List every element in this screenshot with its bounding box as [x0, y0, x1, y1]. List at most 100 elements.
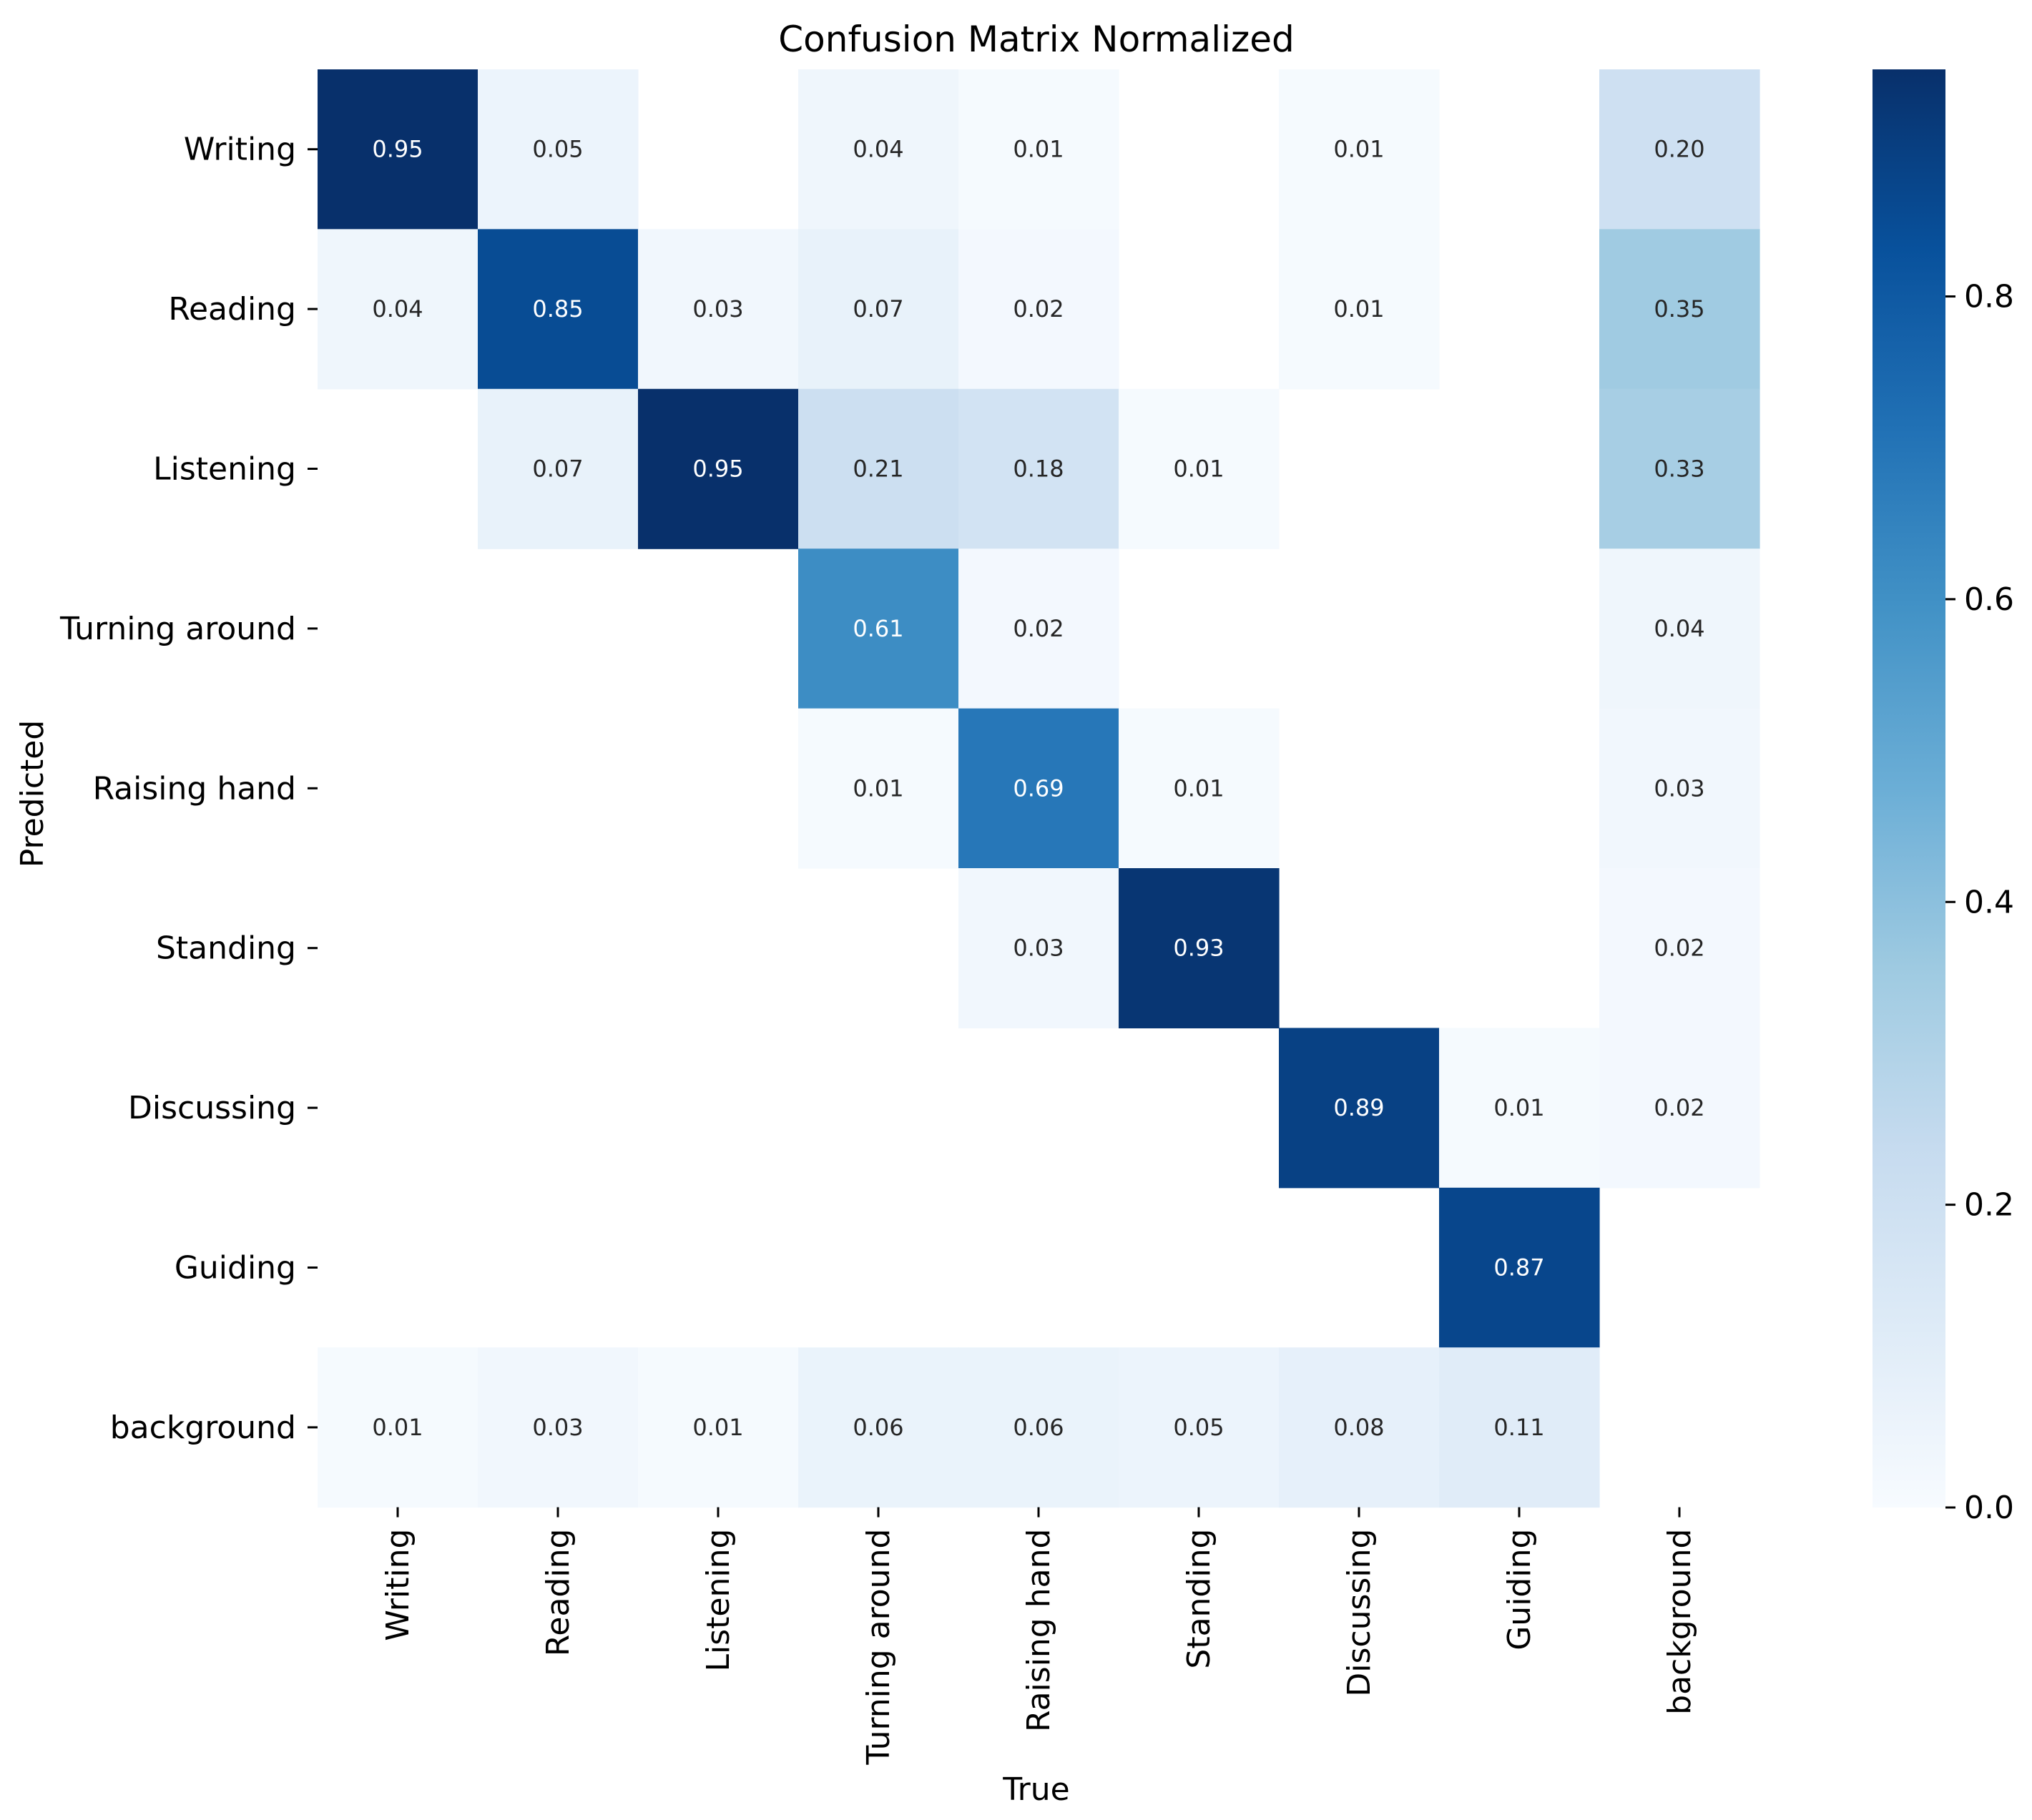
- x-tick-label: Standing: [1181, 1529, 1217, 1669]
- colorbar-ticks: 0.0 0.2 0.4 0.6 0.8: [1945, 279, 2014, 1526]
- y-tick-label: Writing: [184, 132, 296, 168]
- heatmap-cell: [478, 69, 639, 230]
- y-tick-label: background: [110, 1410, 296, 1446]
- heatmap-cell: [958, 388, 1119, 549]
- x-tick-label: Discussing: [1341, 1529, 1378, 1697]
- heatmap-cell-label: 0.95: [372, 136, 423, 163]
- heatmap-cell-label: 0.87: [1493, 1254, 1544, 1282]
- heatmap-cell-label: 0.02: [1013, 615, 1064, 642]
- heatmap-cell-label: 0.04: [1654, 615, 1704, 642]
- heatmap-cell: [638, 229, 799, 390]
- heatmap-cell: [1119, 1347, 1280, 1508]
- heatmap-cell: [318, 69, 478, 230]
- heatmap-cell: [958, 69, 1119, 230]
- heatmap-cell-label: 0.01: [1493, 1094, 1544, 1121]
- x-tick-label: Guiding: [1501, 1529, 1538, 1651]
- heatmap-cell-label: 0.03: [1654, 774, 1704, 802]
- y-axis-ticks: Writing Reading Listening Turning around Rai…: [59, 132, 318, 1446]
- heatmap-cell: [1599, 69, 1760, 230]
- chart-title: Confusion Matrix Normalized: [778, 19, 1294, 60]
- heatmap-cell: [958, 708, 1119, 869]
- colorbar-tick-label: 0.0: [1964, 1490, 2014, 1526]
- heatmap-cell-label: 0.85: [532, 295, 583, 323]
- heatmap-cell: [1119, 388, 1280, 549]
- heatmap-cell-label: 0.01: [1173, 774, 1224, 802]
- y-tick-label: Discussing: [128, 1090, 296, 1126]
- heatmap-cell: [1439, 1028, 1600, 1189]
- heatmap-cell: [638, 388, 799, 549]
- heatmap-cell-label: 0.06: [1013, 1414, 1064, 1441]
- heatmap-cell-label: 0.89: [1333, 1094, 1384, 1121]
- heatmap-cell: [958, 229, 1119, 390]
- x-tick-label: Listening: [700, 1529, 737, 1672]
- heatmap-cell: [318, 229, 478, 390]
- heatmap-cell: [1119, 708, 1280, 869]
- heatmap-cell: [1279, 229, 1440, 390]
- heatmap-cell: [1279, 69, 1440, 230]
- y-tick-label: Listening: [153, 451, 296, 488]
- heatmap-cell-label: 0.18: [1013, 456, 1064, 483]
- heatmap-cell: [798, 69, 959, 230]
- x-tick-label: Turning around: [860, 1529, 897, 1766]
- heatmap-cell-label: 0.69: [1013, 774, 1064, 802]
- heatmap-cell-label: 0.01: [1173, 456, 1224, 483]
- y-tick-label: Guiding: [175, 1250, 296, 1287]
- heatmap-cell-label: 0.01: [692, 1414, 743, 1441]
- colorbar-tick-label: 0.2: [1964, 1187, 2014, 1224]
- heatmap-cell-label: 0.05: [1173, 1414, 1224, 1441]
- heatmap-cell-label: 0.01: [1333, 136, 1384, 163]
- y-tick-label: Raising hand: [93, 770, 296, 807]
- heatmap-cell: [1599, 1028, 1760, 1189]
- x-tick-label: Raising hand: [1021, 1529, 1057, 1732]
- heatmap-cell-label: 0.06: [853, 1414, 903, 1441]
- heatmap-cell-label: 0.03: [1013, 935, 1064, 962]
- heatmap-cell: [478, 229, 639, 390]
- heatmap-cell: [1439, 1187, 1600, 1348]
- heatmap-cell: [798, 388, 959, 549]
- heatmap-cell: [318, 1347, 478, 1508]
- heatmap-cell-label: 0.07: [853, 295, 903, 323]
- colorbar-tick-label: 0.8: [1964, 279, 2014, 315]
- heatmap-cell-label: 0.05: [532, 136, 583, 163]
- heatmap-cell: [798, 229, 959, 390]
- heatmap-cell: [798, 549, 959, 709]
- y-tick-label: Standing: [156, 930, 296, 967]
- heatmap-cell-label: 0.04: [853, 136, 903, 163]
- heatmap-cell-label: 0.61: [853, 615, 903, 642]
- heatmap-cell: [478, 388, 639, 549]
- x-tick-label: Reading: [540, 1529, 576, 1657]
- heatmap-cell: [1599, 868, 1760, 1028]
- heatmap-cells: [318, 69, 1760, 1508]
- heatmap-cell-label: 0.21: [853, 456, 903, 483]
- heatmap-cell-label: 0.02: [1654, 1094, 1704, 1121]
- heatmap-cell-label: 0.02: [1013, 295, 1064, 323]
- heatmap-cell-label: 0.02: [1654, 935, 1704, 962]
- heatmap-cell-label: 0.03: [692, 295, 743, 323]
- heatmap-cell-label: 0.07: [532, 456, 583, 483]
- heatmap-cell-label: 0.03: [532, 1414, 583, 1441]
- heatmap-cell-label: 0.04: [372, 295, 423, 323]
- heatmap-cell-label: 0.33: [1654, 456, 1704, 483]
- heatmap-cell-label: 0.01: [1013, 136, 1064, 163]
- y-axis-label: Predicted: [14, 720, 51, 868]
- heatmap-cell: [958, 868, 1119, 1028]
- heatmap-cell: [1279, 1347, 1440, 1508]
- x-tick-label: background: [1662, 1529, 1698, 1715]
- heatmap-cell: [478, 1347, 639, 1508]
- heatmap-cell-label: 0.08: [1333, 1414, 1384, 1441]
- heatmap-cell-labels: 0.95 0.05 0.04 0.01 0.01 0.20 0.04 0.85 0.03 0.07…: [372, 136, 1704, 1441]
- heatmap-cell-label: 0.01: [372, 1414, 423, 1441]
- heatmap-cell: [638, 1347, 799, 1508]
- colorbar-tick-label: 0.4: [1964, 884, 2014, 920]
- heatmap-cell: [958, 1347, 1119, 1508]
- colorbar-tick-label: 0.6: [1964, 581, 2014, 618]
- heatmap-cell: [1599, 549, 1760, 709]
- heatmap-cell-label: 0.20: [1654, 136, 1704, 163]
- x-axis-label: True: [1002, 1771, 1069, 1808]
- heatmap-cell: [1599, 708, 1760, 869]
- heatmap-cell-label: 0.93: [1173, 935, 1224, 962]
- y-tick-label: Turning around: [59, 611, 296, 647]
- heatmap-cell-label: 0.95: [692, 456, 743, 483]
